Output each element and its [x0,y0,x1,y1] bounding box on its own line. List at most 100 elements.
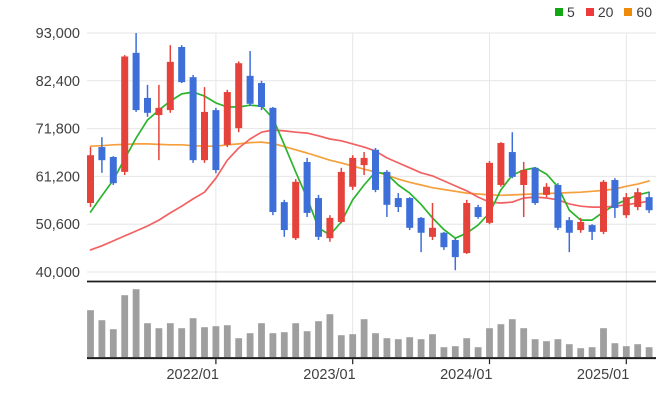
ma60-line [89,141,650,197]
candle-down [189,77,197,161]
candle-up [326,217,334,239]
ma5-line [89,91,650,240]
volume-bar [394,339,402,358]
candle-down [645,197,653,211]
x-axis-label: 2023/01 [303,367,355,383]
candle-down [258,83,265,107]
volume-bar [166,323,174,358]
candle-up [429,227,436,237]
volume-bar [189,318,197,358]
ma5-swatch-icon [555,8,564,16]
x-axis-label: 2025/01 [577,367,629,383]
volume-bar [258,323,265,358]
legend-label-ma60: 60 [636,4,652,20]
candle-down [474,207,482,217]
candle-up [292,181,300,239]
candle-down [406,198,414,228]
volume-bar [474,347,482,358]
volume-bar [292,323,300,358]
candle-up [622,197,630,216]
candle-down [178,46,186,83]
volume-bar [565,344,573,358]
volume-bar [132,289,140,358]
candle-up [634,192,642,208]
candle-down [531,167,539,204]
volume-bar [372,333,379,358]
volume-bar [223,325,231,358]
volume-bar [109,329,117,358]
candle-up [87,155,94,204]
candle-up [543,186,550,195]
volume-bar [349,334,357,358]
volume-bar [269,333,277,358]
volume-bar [326,314,334,358]
candle-up [520,170,528,185]
candle-down [212,110,220,171]
y-axis-label: 82,400 [36,74,80,90]
volume-bar [201,327,208,358]
volume-bar [98,320,106,358]
ma20-swatch-icon [585,8,594,16]
volume-bar [155,328,163,358]
candle-down [440,232,448,248]
y-axis-label: 50,600 [36,217,80,233]
volume-bar [417,339,425,358]
candle-down [372,149,379,190]
volume-bar [554,339,562,358]
y-axis-labels: 93,000 82,400 71,800 61,200 50,600 40,000 [36,26,80,281]
volume-bar [303,331,311,358]
y-axis-label: 93,000 [36,26,80,42]
volume-bar [486,328,493,358]
candle-down [303,161,311,213]
volume-bar [337,335,345,358]
volume-bar [360,319,368,358]
candle-down [417,217,425,233]
candle-up [349,157,357,187]
volume-bar [451,346,459,358]
chart-legend: 5 20 60 [555,4,652,20]
candle-down [394,198,402,208]
candle-up [223,92,231,145]
candle-up [155,107,163,116]
volume-bars [87,289,653,358]
candle-up [166,61,174,111]
volume-bar [634,344,642,358]
volume-bar [588,347,596,358]
legend-item-ma5: 5 [555,4,575,20]
volume-bar [577,348,585,358]
volume-bar [508,319,516,358]
volume-bar [406,337,414,358]
volume-bar [144,323,151,358]
candle-down [565,220,573,233]
volume-bar [622,346,630,358]
volume-bar [383,338,391,358]
volume-bar [280,332,288,358]
volume-bar [600,328,607,358]
candle-down [246,75,254,104]
volume-bar [246,333,254,358]
ma20-line [89,129,650,251]
candle-up [360,157,368,166]
candles [87,33,653,271]
volume-bar [212,326,220,358]
candle-up [600,181,607,232]
volume-bar [531,339,539,358]
legend-label-ma5: 5 [567,4,575,20]
candle-up [463,203,471,254]
candle-down [588,225,596,232]
volume-bar [463,338,471,358]
volume-bar [645,347,653,358]
candle-up [337,171,345,222]
candle-down [451,239,459,258]
candle-down [508,152,516,177]
candle-up [486,162,493,223]
candle-up [201,111,208,161]
candle-down [132,52,140,111]
candle-up [235,63,243,129]
volume-bar [315,321,322,358]
volume-bar [235,338,243,358]
volume-bar [440,347,448,358]
candle-down [383,171,391,205]
ma60-swatch-icon [624,8,633,16]
